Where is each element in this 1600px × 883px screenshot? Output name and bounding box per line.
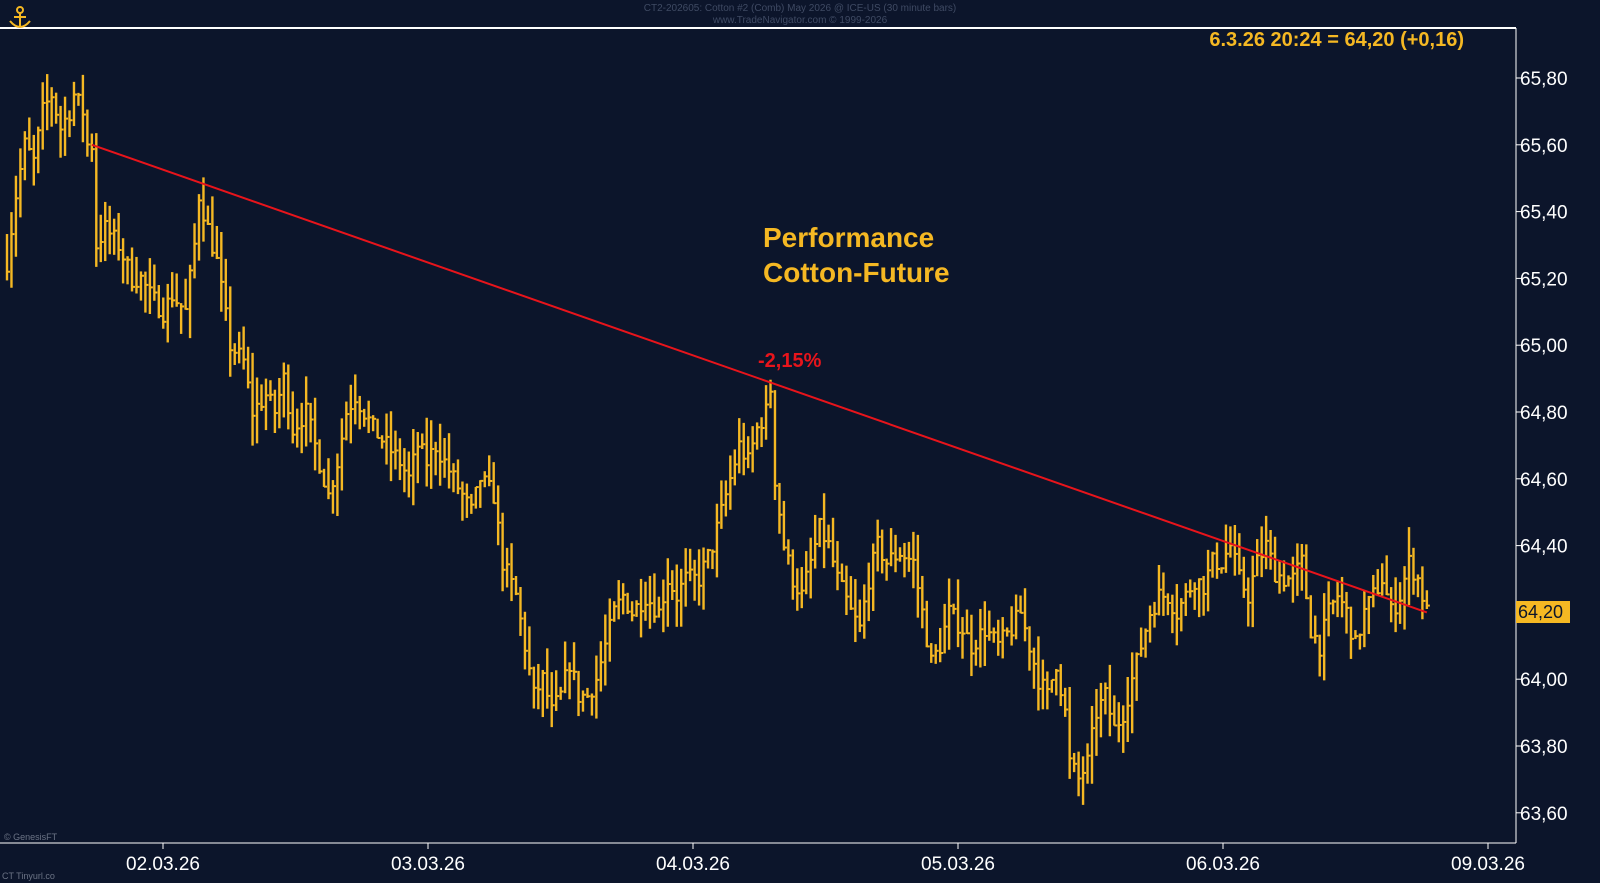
last-price-tag: 64,20 — [1516, 601, 1570, 623]
y-tick-label: 64,80 — [1520, 403, 1568, 424]
last-quote-readout: 6.3.26 20:24 = 64,20 (+0,16) — [1209, 29, 1464, 51]
y-tick-label: 63,60 — [1520, 804, 1568, 825]
y-tick-label: 65,40 — [1520, 203, 1568, 224]
trendline — [91, 143, 1428, 614]
y-tick-label: 65,80 — [1520, 69, 1568, 90]
y-tick-label: 63,80 — [1520, 737, 1568, 758]
x-tick-label: 06.03.26 — [1186, 854, 1260, 875]
y-tick-label: 64,60 — [1520, 470, 1568, 491]
footer-credit: CT Tinyurl.co — [2, 871, 55, 881]
data-credit: © GenesisFT — [4, 832, 58, 842]
y-axis-labels: 65,80 65,60 65,40 65,20 65,00 64,80 64,60 64,40… — [1516, 69, 1568, 825]
y-tick-label: 64,40 — [1520, 537, 1568, 558]
x-tick-label: 03.03.26 — [391, 854, 465, 875]
x-axis-labels: 02.03.26 03.03.26 04.03.26 05.03.26 06.03.26… — [126, 843, 1525, 875]
x-tick-label: 04.03.26 — [656, 854, 730, 875]
axis-frame — [0, 27, 1517, 844]
trendline-percentage-label: -2,15% — [758, 350, 822, 372]
y-tick-label: 64,00 — [1520, 670, 1568, 691]
ohlc-bars — [5, 74, 1430, 805]
x-tick-label: 02.03.26 — [126, 854, 200, 875]
y-tick-label: 65,00 — [1520, 336, 1568, 357]
chart-title: Performance Cotton-Future — [763, 220, 950, 290]
chart-header-copyright: www.TradeNavigator.com © 1999-2026 — [712, 15, 888, 26]
chart-title-line-2: Cotton-Future — [763, 257, 950, 288]
x-tick-label: 05.03.26 — [921, 854, 995, 875]
chart-header-title: CT2-202605: Cotton #2 (Comb) May 2026 @ … — [643, 3, 957, 14]
chart-title-line-1: Performance — [763, 222, 935, 253]
x-tick-label: 09.03.26 — [1451, 854, 1525, 875]
y-tick-label: 65,60 — [1520, 136, 1568, 157]
ship-anchor-logo-icon — [6, 3, 34, 31]
trendline-segment — [91, 143, 1428, 614]
y-tick-label: 65,20 — [1520, 269, 1568, 290]
